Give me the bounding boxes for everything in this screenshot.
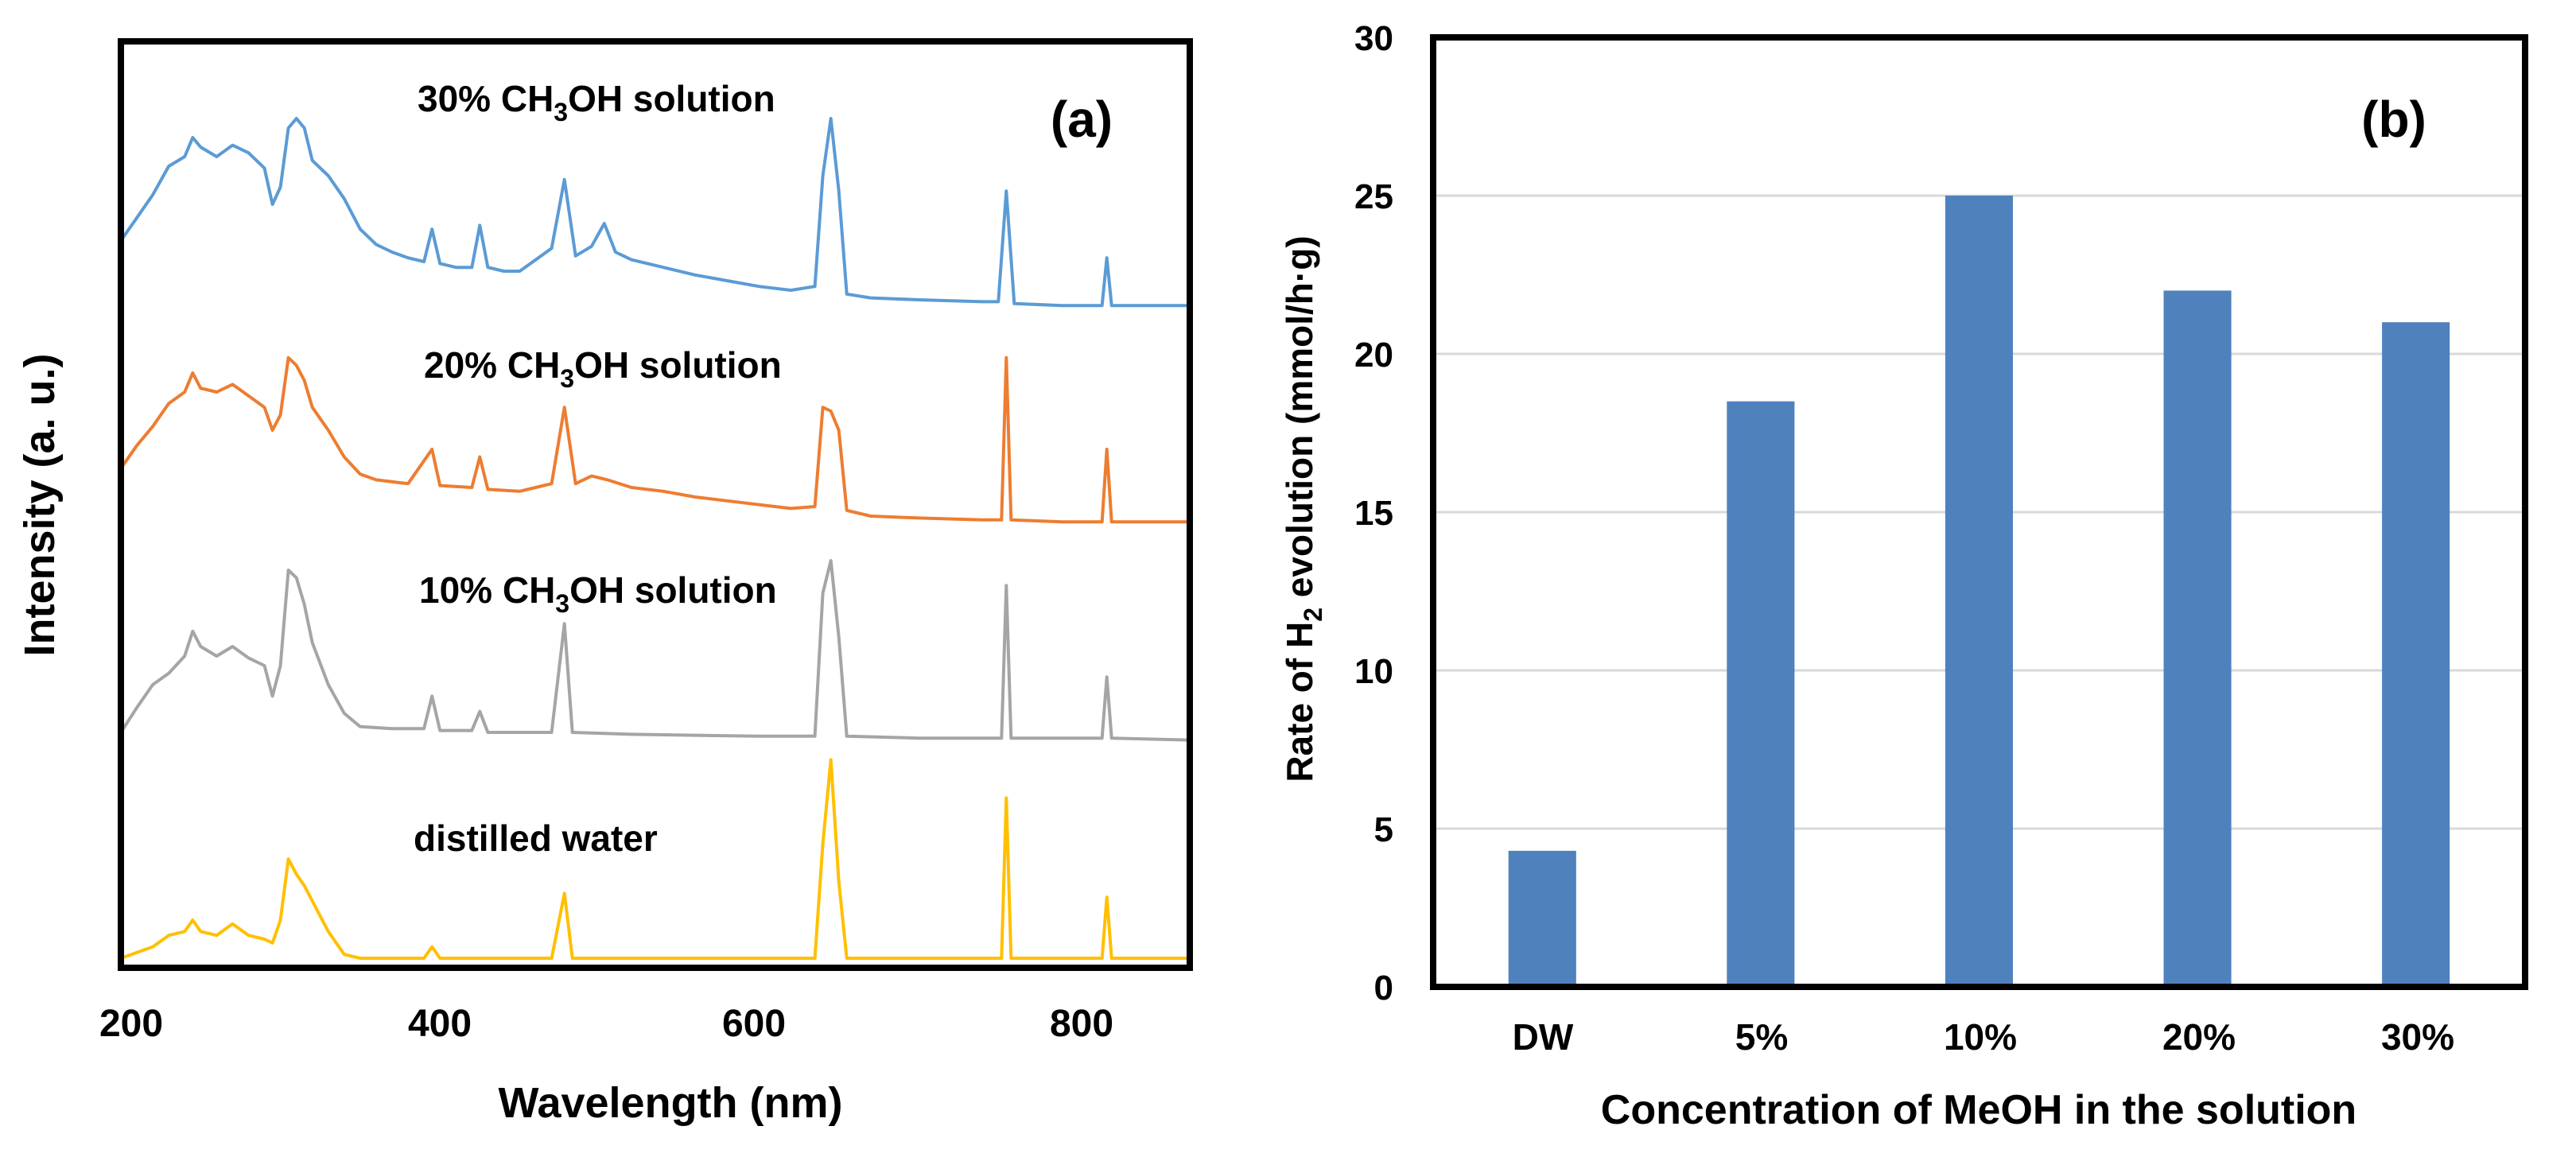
bar-panel-label: (b)	[2361, 91, 2426, 148]
spectra-panel: (a) 30% CH3OH solution 20% CH3OH solutio…	[16, 38, 1193, 1127]
bar-y-axis-label: Rate of H2 evolution (mmol/h·g)	[1279, 235, 1327, 782]
bar-y-ticks: 0 5 10 15 20 25 30	[1354, 19, 1393, 1008]
bar-category-30pct: 30%	[2381, 1016, 2454, 1058]
bar-category-5pct: 5%	[1735, 1016, 1788, 1058]
spectra-x-tick-200: 200	[99, 1003, 163, 1045]
bar-y-tick-30: 30	[1354, 19, 1393, 58]
spectra-series-group	[119, 117, 1191, 960]
bar-plot-frame	[1430, 34, 2528, 990]
bar-10pct	[1945, 196, 2013, 987]
spectrum-line-30-ch3oh-solution	[119, 117, 1190, 308]
spectra-x-tick-800: 800	[1050, 1003, 1113, 1045]
spectra-y-axis-label: Intensity (a. u.)	[16, 353, 64, 656]
bar-20pct	[2163, 290, 2232, 987]
bar-y-tick-20: 20	[1354, 336, 1393, 375]
bar-dw	[1508, 850, 1576, 987]
bar-category-20pct: 20%	[2162, 1016, 2236, 1058]
bar-category-dw: DW	[1513, 1016, 1574, 1058]
bar-y-tick-5: 5	[1374, 810, 1393, 849]
spectra-x-tick-600: 600	[722, 1003, 786, 1045]
spectra-plot-frame	[118, 38, 1193, 971]
bar-series-group	[1508, 196, 2450, 987]
bar-chart-panel: (b) 0 5 10 15 20 25 30 DW 5% 10% 20% 30%…	[1279, 19, 2528, 1133]
bar-category-10pct: 10%	[1944, 1016, 2017, 1058]
bar-y-tick-15: 15	[1354, 494, 1393, 533]
spectra-x-axis-label: Wavelength (nm)	[498, 1079, 842, 1127]
series-label-30pct: 30% CH3OH solution	[418, 78, 775, 126]
bar-y-tick-0: 0	[1374, 969, 1393, 1008]
spectrum-line-distilled-water	[120, 758, 1190, 960]
bar-y-tick-25: 25	[1354, 177, 1393, 216]
bar-5pct	[1727, 401, 1795, 987]
series-label-distilled-water: distilled water	[414, 817, 658, 859]
bar-x-ticks: DW 5% 10% 20% 30%	[1513, 1016, 2454, 1058]
spectrum-line-20-ch3oh-solution	[119, 355, 1190, 524]
series-label-10pct: 10% CH3OH solution	[419, 569, 777, 618]
series-label-20pct: 20% CH3OH solution	[424, 344, 782, 393]
bar-30pct	[2382, 322, 2450, 987]
spectra-x-tick-400: 400	[408, 1003, 472, 1045]
spectra-x-ticks: 200 400 600 800	[99, 1003, 1113, 1045]
bar-x-axis-label: Concentration of MeOH in the solution	[1601, 1087, 2356, 1133]
spectrum-line-10-ch3oh-solution	[119, 559, 1191, 742]
bar-y-tick-10: 10	[1354, 652, 1393, 691]
spectra-panel-label: (a)	[1051, 91, 1113, 148]
